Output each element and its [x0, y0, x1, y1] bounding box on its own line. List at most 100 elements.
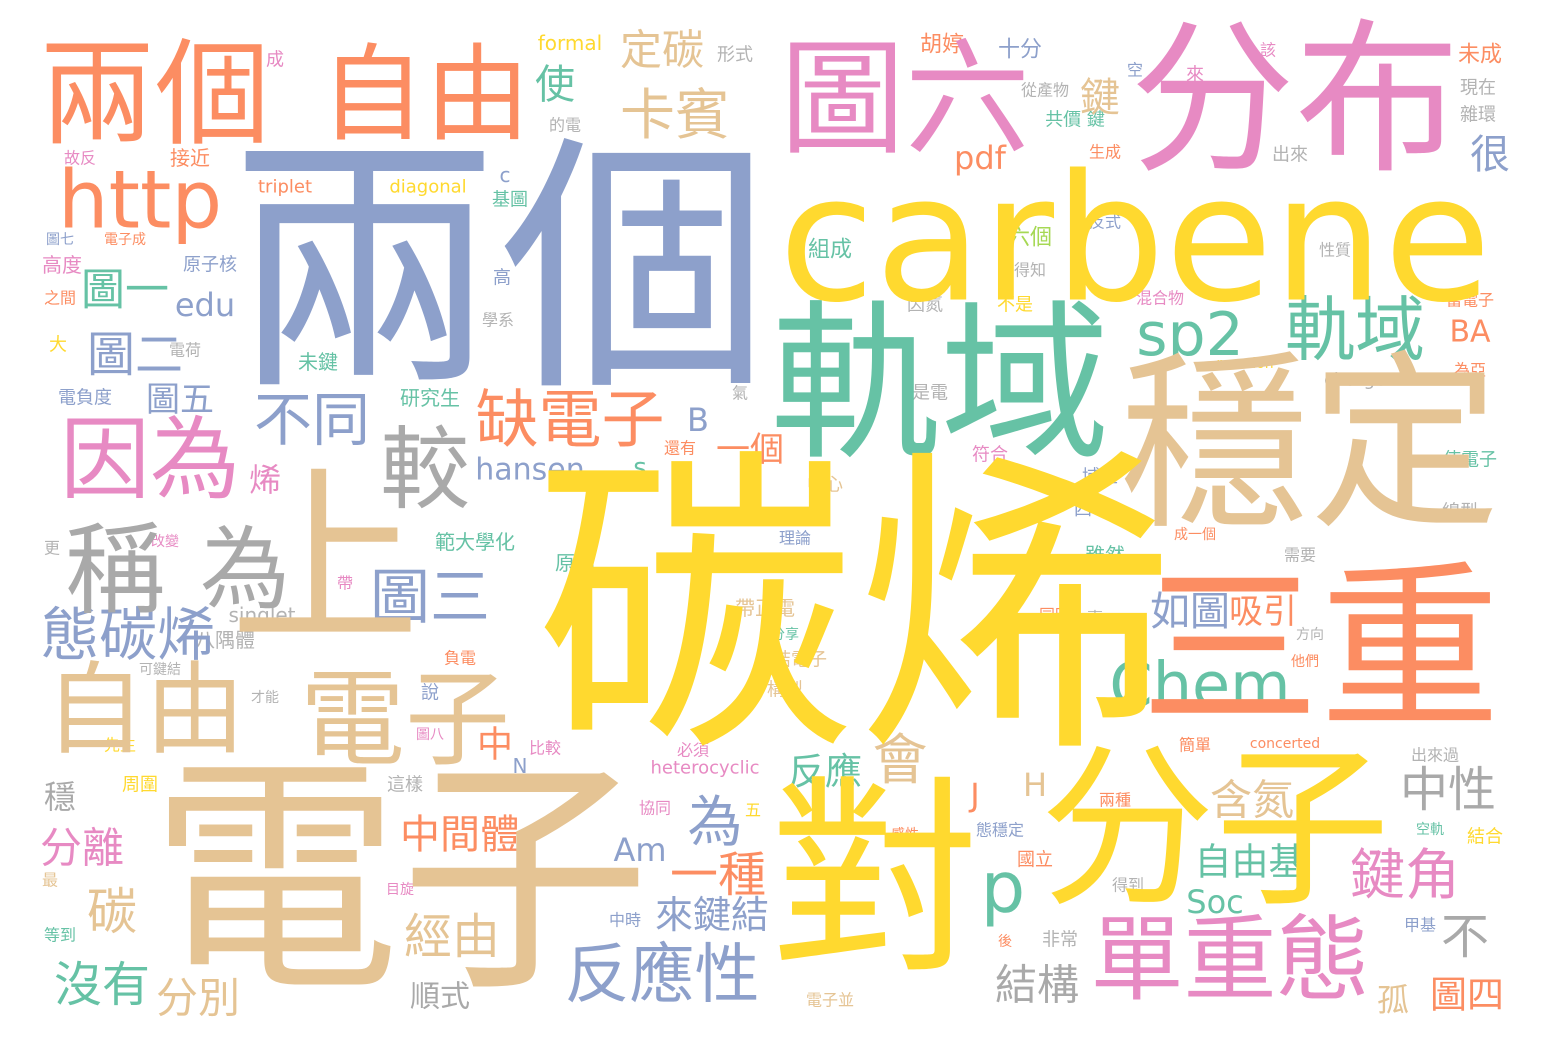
word: 出來過 — [1411, 746, 1459, 765]
word: 為 — [687, 790, 742, 854]
word: p — [981, 847, 1025, 929]
word: 自由基 — [1195, 841, 1306, 884]
word: 成一個 — [1174, 527, 1216, 543]
word: 比較 — [529, 739, 561, 758]
word: 高 — [493, 268, 511, 289]
word: 理論 — [779, 529, 811, 548]
word: 後 — [998, 934, 1012, 950]
word: 域性 — [1082, 467, 1118, 488]
word: 當電子 — [1446, 291, 1494, 310]
word: 成 — [266, 50, 284, 71]
word: 兩個 — [40, 28, 270, 162]
word: 碳烯 — [535, 424, 1175, 796]
word: 負電 — [444, 649, 476, 668]
word: 圖四 — [1430, 974, 1504, 1017]
word: 鍵角 — [1350, 843, 1460, 907]
word: 中心 — [807, 475, 843, 496]
word: 的電 — [549, 116, 581, 135]
word: 使 — [535, 62, 575, 108]
word: 八隅體 — [195, 628, 255, 652]
word: 結構 — [995, 961, 1079, 1010]
word: 國立 — [1017, 850, 1053, 871]
word: 這樣 — [387, 775, 423, 796]
word: 沒有 — [54, 957, 150, 1013]
word: 如圖 — [1150, 589, 1230, 635]
word: triplet — [258, 177, 312, 198]
word: http — [58, 154, 222, 247]
word: 電子 — [150, 735, 650, 1026]
word: 自由 — [45, 652, 245, 769]
word: 不是 — [997, 295, 1033, 316]
word: 反應性 — [564, 938, 759, 1013]
word: 十分 — [998, 38, 1042, 63]
word: 電子成 — [104, 232, 146, 248]
word: 三重 — [1140, 546, 1500, 755]
word: carbene — [779, 139, 1492, 342]
word: 組成 — [808, 238, 852, 263]
word: 來 — [1186, 65, 1204, 86]
word: 很 — [1470, 132, 1510, 178]
word: 感性 — [891, 826, 919, 843]
word: 兩種 — [1099, 791, 1131, 810]
word: heterocyclic — [651, 758, 760, 779]
word: 非常 — [1042, 930, 1078, 951]
word: 高度 — [42, 253, 82, 277]
word: 烯 — [249, 461, 281, 499]
word: 同時 — [1039, 606, 1071, 625]
word: 卡賓 — [620, 83, 730, 147]
word: 穩 — [44, 778, 76, 816]
word: 形式 — [717, 45, 753, 66]
word: 分布 — [1130, 4, 1460, 196]
word: 故反 — [64, 149, 96, 168]
word: s — [633, 453, 647, 483]
word: 上 — [230, 450, 420, 671]
word: 圖五 — [146, 380, 214, 420]
word: 碳 — [87, 883, 137, 941]
word: Chem — [1109, 649, 1290, 722]
word: 雜環 — [1460, 105, 1496, 126]
word: 中間體 — [400, 812, 520, 858]
word: charge — [1324, 370, 1386, 391]
word: 穩定 — [1120, 335, 1500, 556]
word: 因為 — [60, 408, 240, 513]
word: 分子 — [1040, 729, 1390, 932]
word: reaction — [1216, 356, 1273, 372]
word: 從產物 — [1021, 81, 1069, 100]
word: 範大學化 — [435, 530, 515, 554]
word: N — [513, 754, 528, 778]
word: 為 — [200, 518, 290, 623]
word: 胡婷 — [920, 33, 964, 58]
word: 性質 — [1319, 241, 1351, 260]
word: 為亞 — [1454, 361, 1486, 380]
word: 結電子 — [773, 650, 827, 671]
word: 分別 — [156, 974, 240, 1023]
word: 需要 — [1284, 546, 1316, 565]
word: 線型 — [1442, 502, 1478, 523]
word: 必須 — [677, 741, 709, 760]
word: B — [687, 401, 709, 439]
word: singlet — [228, 603, 295, 627]
word: 得知 — [1014, 261, 1046, 280]
word: 圖二 — [87, 327, 183, 383]
word: 分享 — [771, 626, 799, 643]
word: 大 — [49, 335, 67, 356]
word: 是電 — [912, 383, 948, 404]
word: 空軌 — [1416, 822, 1444, 838]
word: 含氮 — [1210, 776, 1294, 825]
word: 出來 — [1272, 145, 1308, 166]
word: 嘉 — [1087, 609, 1103, 628]
word: 還有 — [664, 439, 696, 458]
word: 該 — [1260, 41, 1276, 60]
word: 學系 — [482, 311, 514, 330]
word: 不 — [1441, 909, 1489, 965]
word: 混合物 — [1136, 289, 1184, 308]
word: 圖七 — [46, 232, 74, 248]
word: Soc — [1186, 883, 1243, 921]
word: diagonal — [389, 177, 466, 198]
word: 雖然 — [1085, 543, 1125, 567]
word: 經由 — [404, 909, 500, 965]
word: 來鍵結 — [655, 893, 769, 937]
word: 單重態 — [1091, 906, 1370, 1014]
